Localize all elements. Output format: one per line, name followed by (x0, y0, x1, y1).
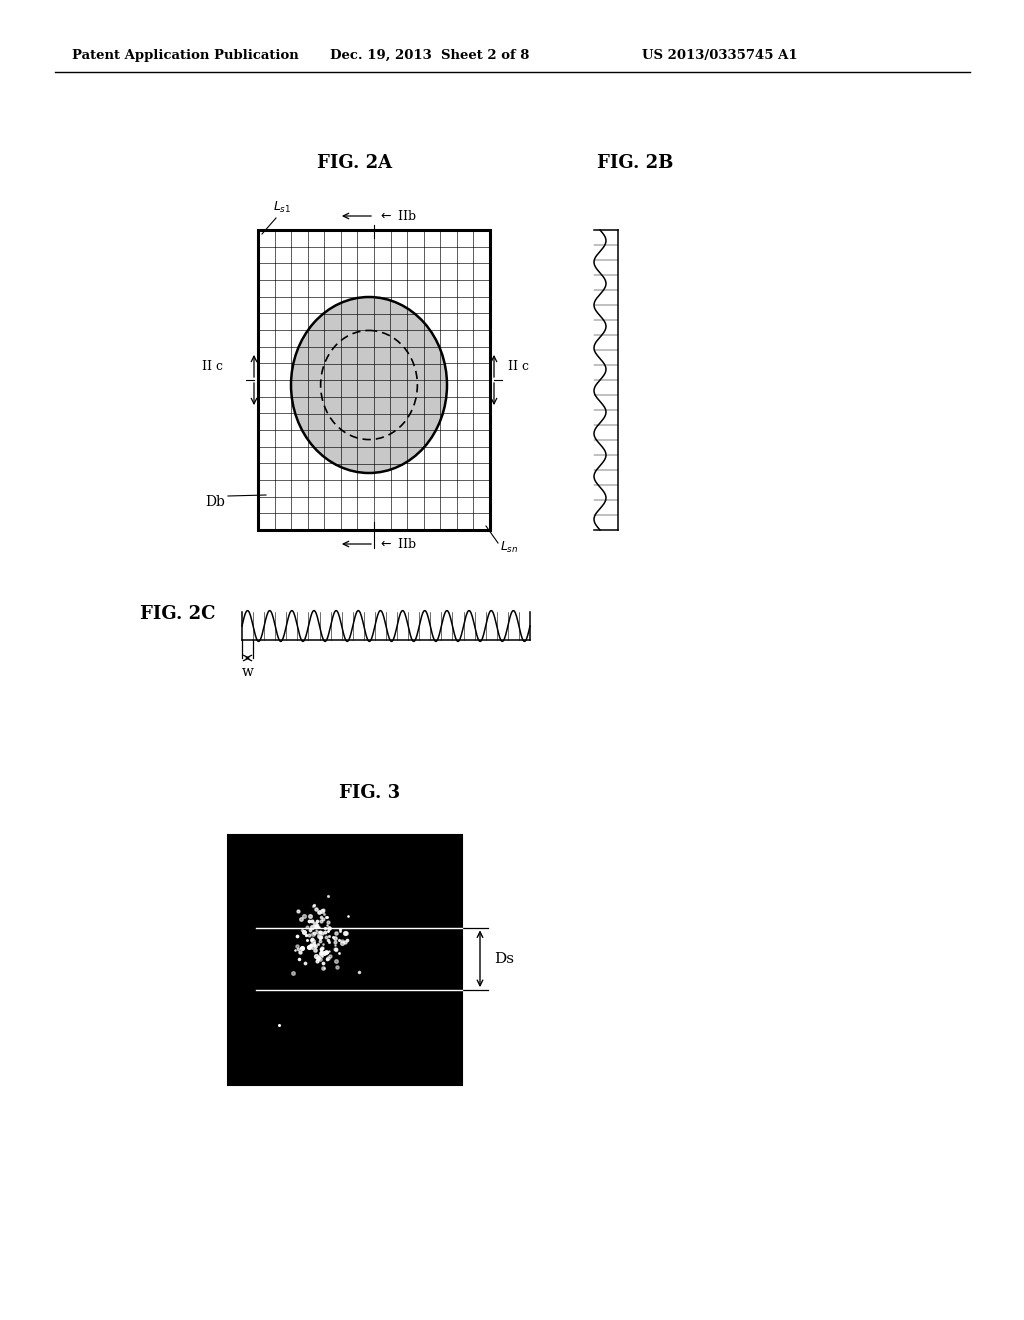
Text: II c: II c (508, 359, 528, 372)
Bar (228, 836, 462, 1085)
Text: US 2013/0335745 A1: US 2013/0335745 A1 (642, 49, 798, 62)
Ellipse shape (291, 297, 447, 473)
Text: $\leftarrow$ IIb: $\leftarrow$ IIb (378, 537, 417, 550)
Text: $\leftarrow$ IIb: $\leftarrow$ IIb (378, 209, 417, 223)
Text: II c: II c (203, 359, 223, 372)
Text: FIG. 2B: FIG. 2B (597, 154, 673, 172)
Text: $L_{sn}$: $L_{sn}$ (500, 540, 518, 554)
Text: $L_{s1}$: $L_{s1}$ (273, 199, 291, 215)
Text: Db: Db (205, 495, 225, 510)
Text: w: w (242, 665, 254, 678)
Text: Patent Application Publication: Patent Application Publication (72, 49, 298, 62)
Text: FIG. 2A: FIG. 2A (317, 154, 392, 172)
Text: Ds: Ds (494, 952, 514, 966)
Text: FIG. 3: FIG. 3 (339, 784, 400, 803)
Bar (258, 230, 490, 531)
Text: FIG. 2C: FIG. 2C (140, 605, 215, 623)
Ellipse shape (291, 297, 447, 473)
Text: Dec. 19, 2013  Sheet 2 of 8: Dec. 19, 2013 Sheet 2 of 8 (331, 49, 529, 62)
